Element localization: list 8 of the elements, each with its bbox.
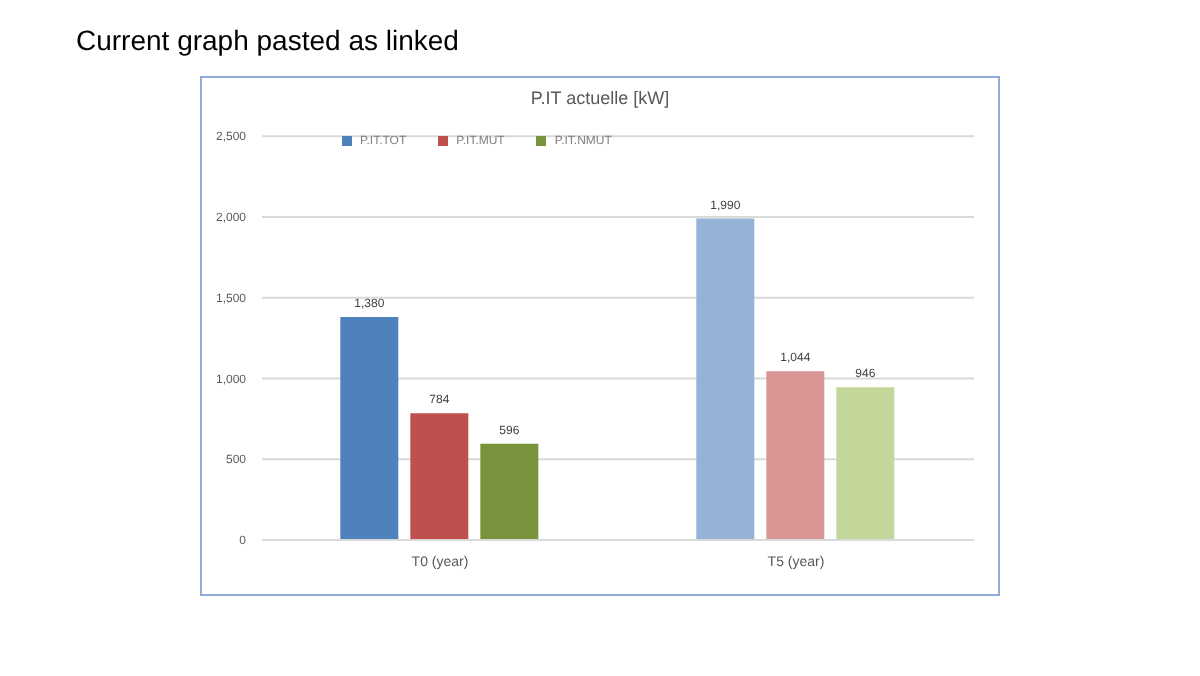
bar: [766, 371, 825, 540]
bar: [836, 387, 895, 540]
bar: [696, 218, 755, 540]
text: Current graph pasted as linked: [76, 24, 459, 56]
bar: [410, 413, 469, 540]
bar: [340, 317, 399, 540]
chart-title: P.IT actuelle [kW]: [528, 88, 672, 112]
bar: [480, 443, 539, 540]
